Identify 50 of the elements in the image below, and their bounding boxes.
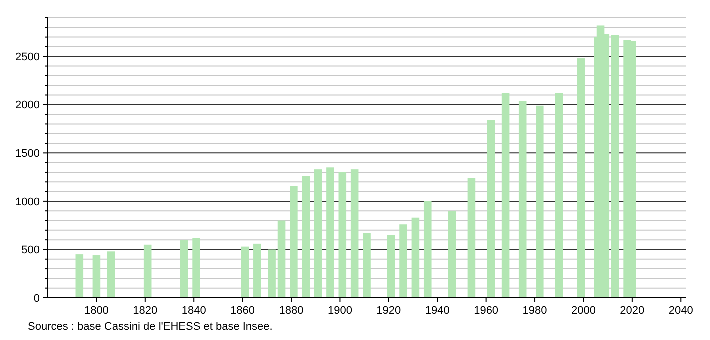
y-tick-label: 1500 [16,148,40,160]
bar [400,224,408,298]
bar [468,178,476,298]
y-tick-label: 500 [22,244,40,257]
x-tick-label: 2000 [571,305,596,317]
bar [278,220,286,298]
bar [254,244,262,298]
bar [268,250,276,298]
bar [363,233,371,298]
x-tick-label: 1840 [182,305,206,317]
bar [611,35,620,298]
bar [577,58,586,298]
bar [338,172,347,298]
bar [107,252,116,298]
y-tick-label: 0 [34,292,40,305]
bar [502,93,510,298]
bar [192,238,200,298]
x-tick-label: 1920 [376,305,402,317]
y-tick-label: 2500 [16,51,40,64]
x-tick-label: 1880 [279,305,304,317]
x-tick-label: 1980 [522,305,548,317]
bar [241,246,250,298]
bar [387,235,396,298]
x-tick-label: 2040 [668,305,694,317]
bar [487,120,496,298]
bar [424,201,432,298]
bar [302,176,310,298]
x-tick-label: 1860 [230,305,256,317]
bar [92,256,101,298]
y-tick-label: 1000 [16,196,40,208]
bar [412,218,420,298]
bar [290,186,298,298]
x-tick-label: 1900 [328,305,352,317]
bar [518,101,527,298]
x-tick-label: 1940 [425,305,450,317]
bar [144,244,152,298]
y-tick-label: 2000 [16,100,40,112]
bar [448,211,456,298]
bar [76,254,84,298]
x-tick-label: 1960 [474,305,499,317]
source-note: Sources : base Cassini de l'EHESS et base Insee. [28,321,273,333]
x-tick-label: 1800 [84,305,109,317]
bar [326,168,334,298]
x-tick-label: 1820 [133,305,158,317]
bar [314,170,322,298]
bar [555,93,564,298]
bar [350,170,359,298]
x-tick-label: 2020 [620,305,645,317]
bar [180,240,188,298]
bar [536,106,544,298]
